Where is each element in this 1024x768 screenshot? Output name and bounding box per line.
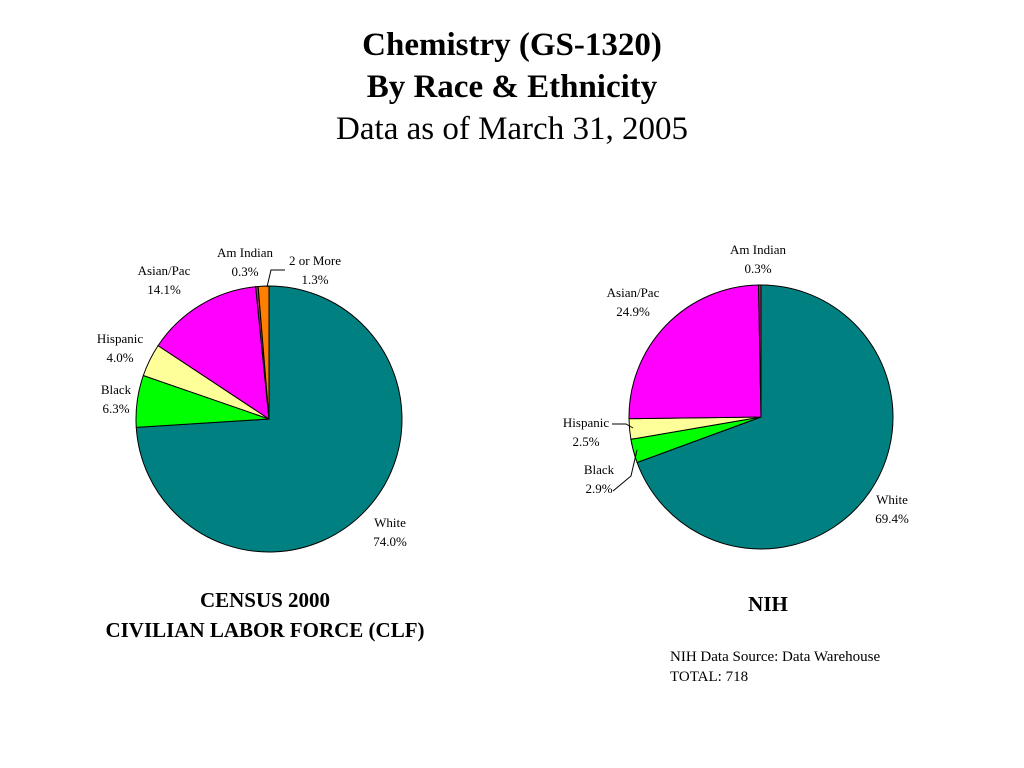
census-label-am-indian-value: 0.3%: [231, 264, 258, 279]
nih-label-am-indian-value: 0.3%: [744, 261, 771, 276]
census-caption-subtitle: CIVILIAN LABOR FORCE (CLF): [105, 618, 425, 642]
nih-label-hispanic-value: 2.5%: [572, 434, 599, 449]
census-label-asian-pac-value: 14.1%: [147, 282, 181, 297]
census-label-asian-pac-name: Asian/Pac: [138, 263, 191, 278]
nih-label-hispanic-leader-line: [612, 423, 634, 429]
nih-label-asian-pac-value: 24.9%: [616, 304, 650, 319]
nih-caption: NIH: [748, 592, 788, 616]
census-label-2-or-more-name: 2 or More: [289, 253, 341, 268]
nih-source-note: NIH Data Source: Data Warehouse TOTAL: 7…: [670, 647, 880, 687]
nih-label-hispanic-name: Hispanic: [563, 415, 609, 430]
title-block: Chemistry (GS-1320) By Race & Ethnicity …: [0, 24, 1024, 150]
census-label-am-indian-name: Am Indian: [217, 245, 273, 260]
census-label-white-name: White: [374, 515, 406, 530]
census-label-white-value: 74.0%: [373, 534, 407, 549]
nih-slice-white: [636, 284, 894, 550]
census-pie: White 74.0% Black 6.3% Hispanic 4.0% Asian/Pac…: [97, 245, 407, 553]
nih-pie: White 69.4% Black 2.9% Hispanic 2.5% Asian/Pac…: [563, 242, 909, 550]
census-label-hispanic-name: Hispanic: [97, 331, 143, 346]
census-slice-2-or-more: [257, 285, 270, 420]
nih-label-asian-pac-name: Asian/Pac: [607, 285, 660, 300]
nih-label-white-name: White: [876, 492, 908, 507]
chart-subtitle: By Race & Ethnicity: [366, 69, 658, 105]
census-label-hispanic-value: 4.0%: [106, 350, 133, 365]
census-label-black-value: 6.3%: [102, 401, 129, 416]
chart-title: Chemistry (GS-1320): [362, 27, 662, 63]
nih-label-black-name: Black: [584, 462, 615, 477]
nih-label-black-value: 2.9%: [585, 481, 612, 496]
nih-label-am-indian-name: Am Indian: [730, 242, 786, 257]
data-date: Data as of March 31, 2005: [336, 111, 688, 147]
census-label-2-or-more-leader-line: [266, 269, 285, 288]
census-slice-asian-pac: [157, 286, 270, 420]
nih-label-white-value: 69.4%: [875, 511, 909, 526]
nih-slice-asian-pac: [628, 284, 762, 420]
census-caption-title: CENSUS 2000: [199, 588, 331, 612]
census-label-2-or-more-value: 1.3%: [301, 272, 328, 287]
census-label-black-name: Black: [101, 382, 132, 397]
nih-label-black-leader-line: [612, 449, 638, 492]
nih-slice-am-indian: [758, 284, 762, 418]
census-caption: CENSUS 2000 CIVILIAN LABOR FORCE (CLF): [40, 585, 490, 645]
nih-data-source: NIH Data Source: Data Warehouse: [670, 649, 881, 665]
nih-total: TOTAL: 718: [670, 669, 749, 685]
